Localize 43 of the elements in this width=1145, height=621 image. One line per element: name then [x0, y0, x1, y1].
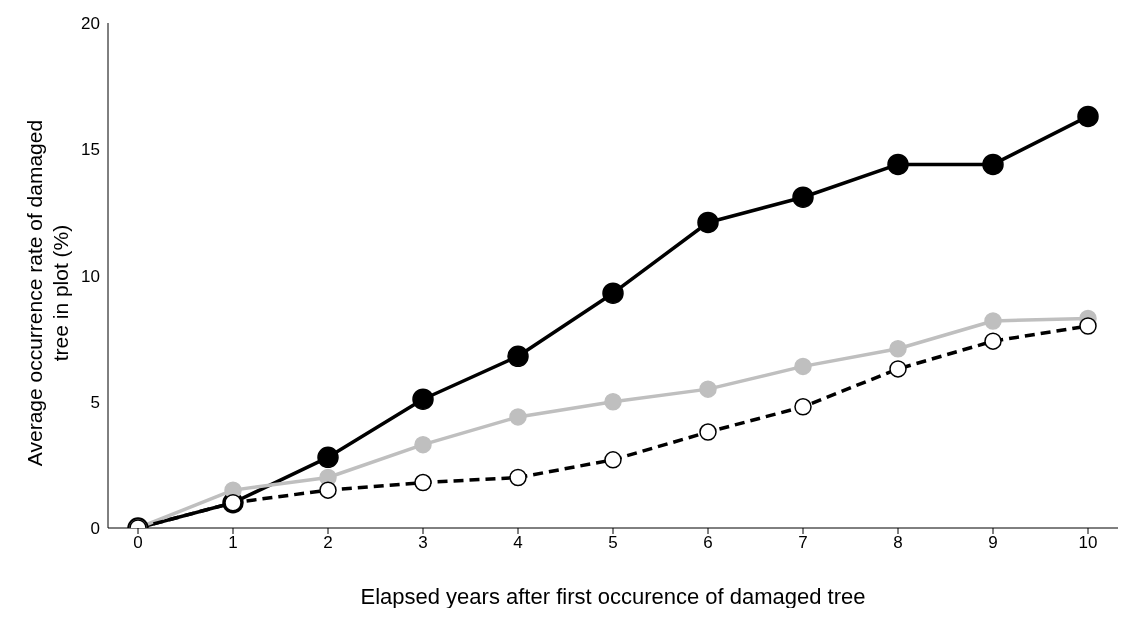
point [792, 186, 814, 208]
point [984, 312, 1002, 330]
point [887, 153, 909, 176]
x-tick-label: 8 [893, 533, 903, 553]
x-tick-label: 2 [323, 533, 333, 553]
point [697, 211, 719, 234]
x-tick-label: 1 [228, 533, 238, 553]
point [602, 282, 624, 304]
point [507, 345, 529, 368]
point [889, 360, 907, 378]
y-tick-label: 5 [90, 392, 100, 412]
y-tick-label: 0 [90, 519, 100, 539]
point [604, 451, 622, 469]
x-tick-label: 4 [513, 533, 523, 553]
x-tick-label: 0 [133, 533, 143, 553]
point [1079, 317, 1097, 335]
x-tick-label: 5 [608, 533, 618, 553]
point [509, 468, 527, 487]
point [414, 473, 432, 492]
y-axis-title: Average occurrence rate of damaged tree in plot (%) [22, 119, 73, 467]
x-tick-label: 9 [988, 533, 998, 553]
y-tick-label: 10 [81, 266, 100, 286]
point [794, 398, 812, 416]
point [984, 332, 1002, 350]
point [982, 153, 1004, 176]
point [794, 357, 812, 376]
x-tick-label: 10 [1078, 533, 1098, 553]
point [1077, 105, 1099, 128]
point [889, 339, 907, 358]
x-tick-label: 6 [703, 533, 713, 553]
point [317, 446, 339, 469]
x-tick-label: 3 [418, 533, 428, 553]
point [319, 481, 337, 499]
point [412, 388, 434, 410]
x-axis-title: Elapsed years after first occurence of damaged tree [360, 583, 866, 609]
point [414, 435, 432, 454]
point [699, 380, 717, 398]
point [604, 393, 622, 411]
point [699, 423, 717, 441]
y-tick-label: 20 [81, 14, 100, 34]
y-tick-label: 15 [81, 140, 100, 160]
point [509, 408, 527, 426]
x-tick-label: 7 [798, 533, 808, 553]
